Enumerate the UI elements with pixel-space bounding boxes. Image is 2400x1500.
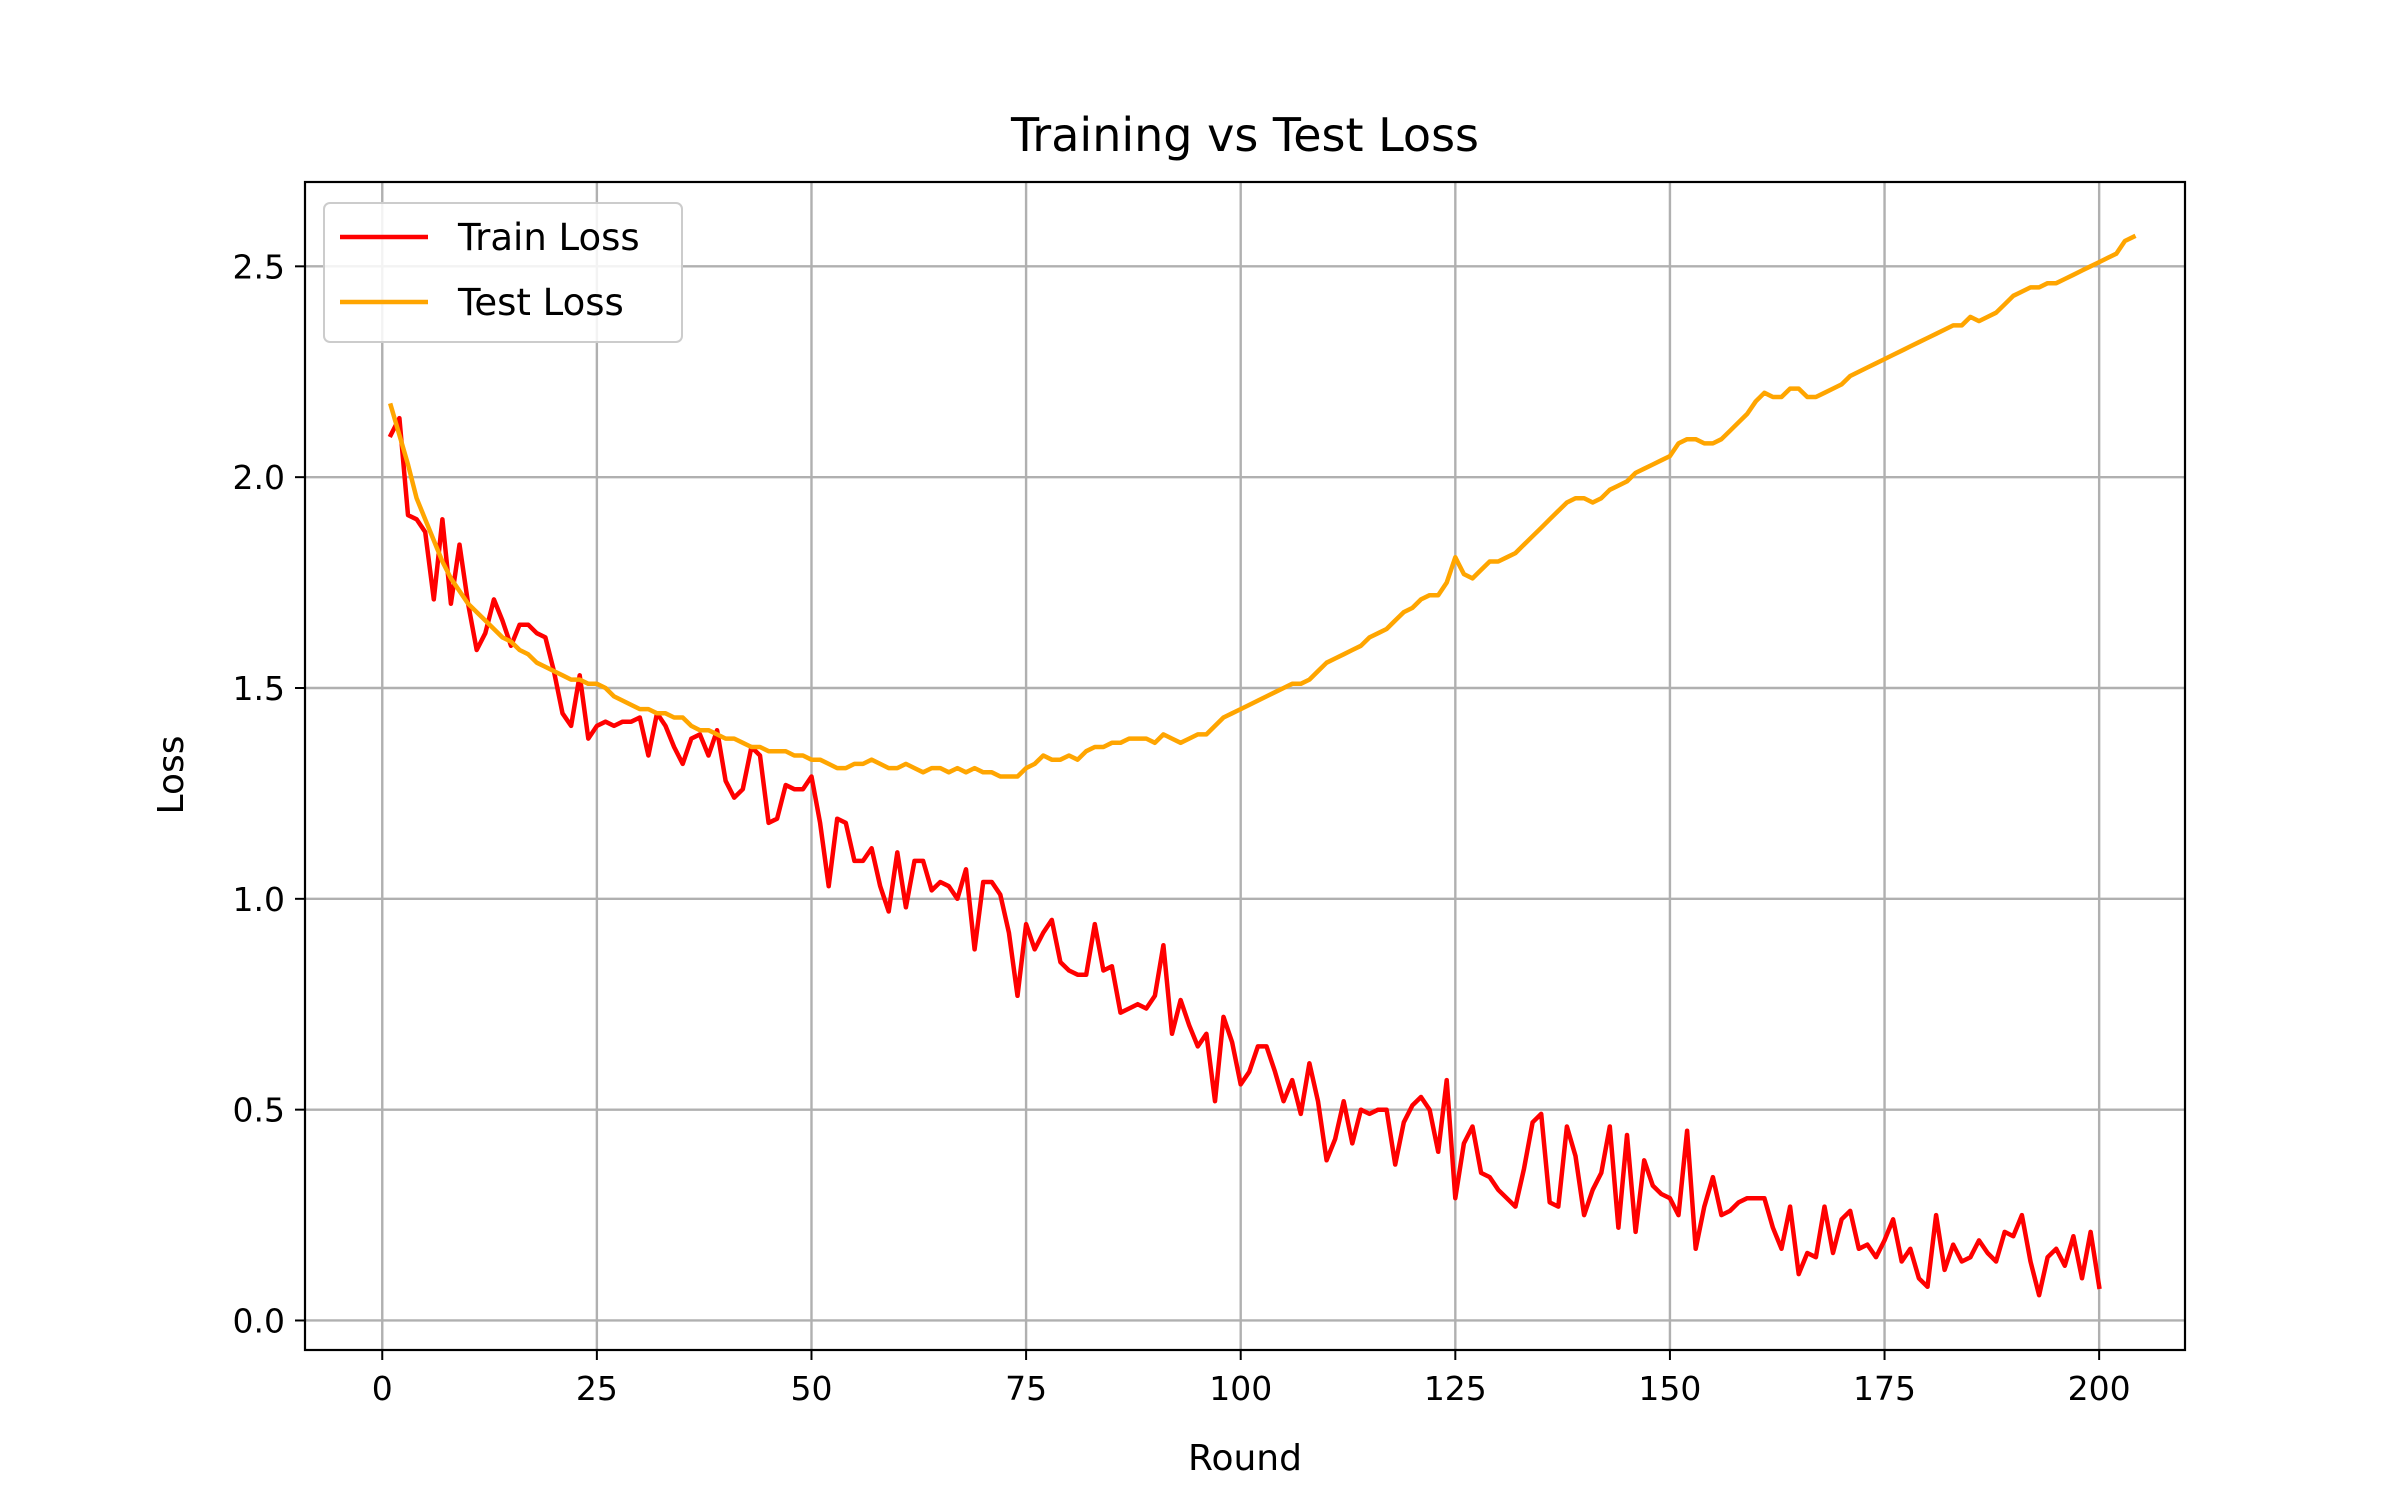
x-tick-label-8: 200 xyxy=(2068,1369,2131,1408)
y-tick-label-4: 2.0 xyxy=(233,458,285,497)
legend: Train Loss Test Loss xyxy=(323,202,683,343)
chart-title: Training vs Test Loss xyxy=(1010,108,1479,162)
series-line-test-loss xyxy=(388,233,2137,779)
grid xyxy=(305,182,2185,1350)
x-tick-label-4: 100 xyxy=(1209,1369,1272,1408)
axis-ticks: 0 25 50 75 100 125 150 175 200 0.0 0.5 1.0 1.5 2.0 2.5 xyxy=(233,247,2131,1408)
plot-area-frame xyxy=(303,180,2187,1352)
x-tick-label-2: 50 xyxy=(790,1369,832,1408)
y-tick-label-5: 2.5 xyxy=(233,247,285,286)
legend-label-train-loss: Train Loss xyxy=(457,216,640,259)
x-tick-label-0: 0 xyxy=(372,1369,393,1408)
x-tick-label-1: 25 xyxy=(576,1369,618,1408)
x-tick-label-6: 150 xyxy=(1638,1369,1701,1408)
series-line-train-loss xyxy=(387,415,2102,1298)
series-layer xyxy=(387,233,2137,1298)
x-tick-label-7: 175 xyxy=(1853,1369,1916,1408)
y-axis-label: Loss xyxy=(151,736,192,815)
y-tick-label-2: 1.0 xyxy=(233,880,285,919)
x-tick-label-5: 125 xyxy=(1424,1369,1487,1408)
x-axis-label: Round xyxy=(1188,1438,1302,1479)
y-tick-label-1: 0.5 xyxy=(233,1091,285,1130)
y-tick-label-0: 0.0 xyxy=(233,1301,285,1340)
y-tick-label-3: 1.5 xyxy=(233,669,285,708)
legend-label-test-loss: Test Loss xyxy=(457,281,624,324)
x-tick-label-3: 75 xyxy=(1005,1369,1047,1408)
